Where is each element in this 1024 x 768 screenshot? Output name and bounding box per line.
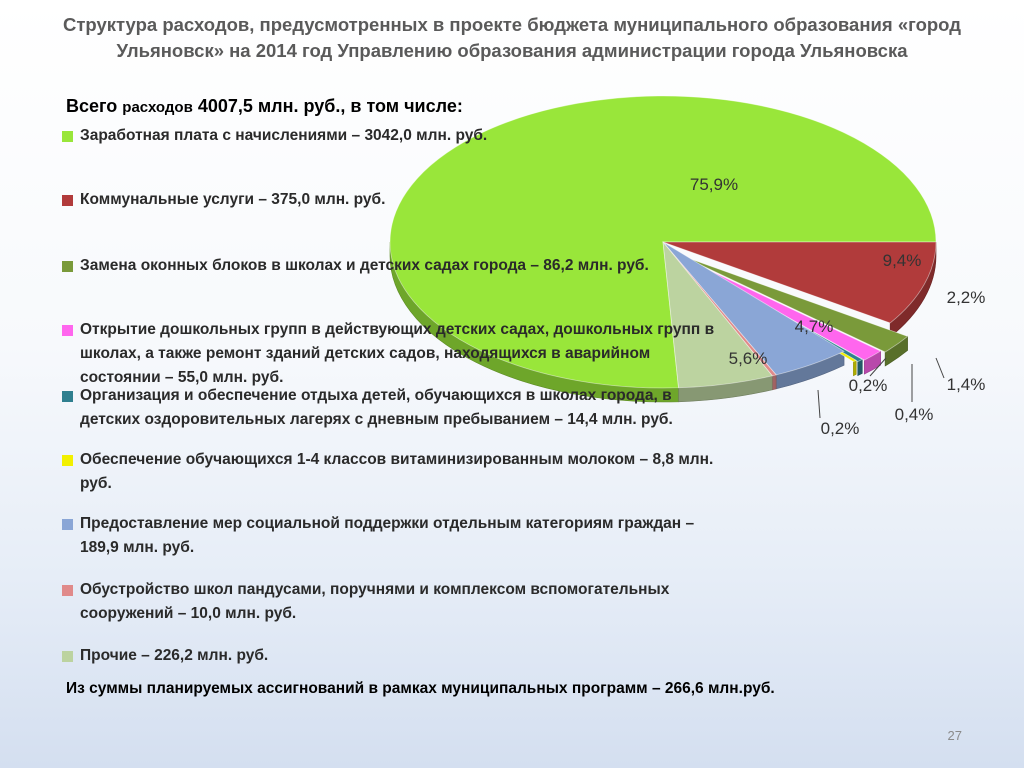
total-value: 4007,5 млн. руб., в том числе: bbox=[197, 96, 463, 116]
legend-item-social-support: Предоставление мер социальной поддержки … bbox=[62, 512, 722, 560]
total-prefix: Всего bbox=[66, 96, 118, 116]
pie-percent-label: 0,4% bbox=[895, 405, 934, 424]
legend-item-milk: Обеспечение обучающихся 1-4 классов вита… bbox=[62, 448, 722, 496]
legend-label-windows: Замена оконных блоков в школах и детских… bbox=[80, 257, 649, 274]
pie-slice-side bbox=[771, 374, 777, 391]
legend-item-recreation: Организация и обеспечение отдыха детей, … bbox=[62, 384, 712, 432]
legend-swatch-windows bbox=[62, 261, 73, 272]
total-word: расходов bbox=[122, 99, 193, 116]
legend-label-milk: Обеспечение обучающихся 1-4 классов вита… bbox=[80, 451, 714, 492]
slide-title: Структура расходов, предусмотренных в пр… bbox=[63, 14, 961, 61]
pie-slice-side bbox=[853, 359, 857, 377]
total-expenses: Всего расходов 4007,5 млн. руб., в том ч… bbox=[66, 96, 463, 117]
pie-percent-label: 0,2% bbox=[849, 376, 888, 395]
pie-slice bbox=[662, 241, 937, 324]
pie-percent-label: 0,2% bbox=[821, 419, 860, 438]
pie-leader-line bbox=[869, 357, 887, 377]
legend-label-salary: Заработная плата с начислениями – 3042,0… bbox=[80, 127, 488, 144]
pie-leader-line bbox=[935, 357, 945, 379]
legend-swatch-other bbox=[62, 651, 73, 662]
legend-swatch-ramps bbox=[62, 585, 73, 596]
pie-slice-side bbox=[857, 358, 863, 377]
legend-item-utilities: Коммунальные услуги – 375,0 млн. руб. bbox=[62, 188, 722, 212]
legend-label-utilities: Коммунальные услуги – 375,0 млн. руб. bbox=[80, 191, 386, 208]
legend-item-windows: Замена оконных блоков в школах и детских… bbox=[62, 254, 682, 278]
pie-slice bbox=[662, 240, 773, 389]
pie-percent-label: 4,7% bbox=[795, 317, 834, 336]
pie-percent-label: 9,4% bbox=[883, 251, 922, 270]
legend-swatch-salary bbox=[62, 131, 73, 142]
legend-item-ramps: Обустройство школ пандусами, поручнями и… bbox=[62, 578, 722, 626]
legend-swatch-social-support bbox=[62, 519, 73, 530]
pie-percent-label: 2,2% bbox=[947, 288, 986, 307]
legend-label-recreation: Организация и обеспечение отдыха детей, … bbox=[80, 387, 673, 428]
legend-item-other: Прочие – 226,2 млн. руб. bbox=[62, 644, 722, 668]
legend-label-preschool: Открытие дошкольных групп в действующих … bbox=[80, 321, 715, 386]
pie-leader-line bbox=[817, 389, 821, 419]
legend-item-preschool: Открытие дошкольных групп в действующих … bbox=[62, 318, 722, 390]
pie-slice bbox=[680, 255, 909, 353]
legend-label-ramps: Обустройство школ пандусами, поручнями и… bbox=[80, 581, 670, 622]
legend-label-other: Прочие – 226,2 млн. руб. bbox=[80, 647, 269, 664]
pie-percent-label: 5,6% bbox=[729, 349, 768, 368]
pie-percent-label: 75,9% bbox=[690, 175, 738, 194]
legend-swatch-recreation bbox=[62, 391, 73, 402]
legend-swatch-milk bbox=[62, 455, 73, 466]
legend-label-social-support: Предоставление мер социальной поддержки … bbox=[80, 515, 695, 556]
legend-swatch-utilities bbox=[62, 195, 73, 206]
page-number: 27 bbox=[947, 728, 962, 743]
pie-percent-label: 1,4% bbox=[947, 375, 986, 394]
legend-item-salary: Заработная плата с начислениями – 3042,0… bbox=[62, 124, 722, 148]
pie-slice bbox=[389, 95, 937, 389]
footer-note: Из суммы планируемых ассигнований в рамк… bbox=[66, 680, 775, 697]
legend-swatch-preschool bbox=[62, 325, 73, 336]
